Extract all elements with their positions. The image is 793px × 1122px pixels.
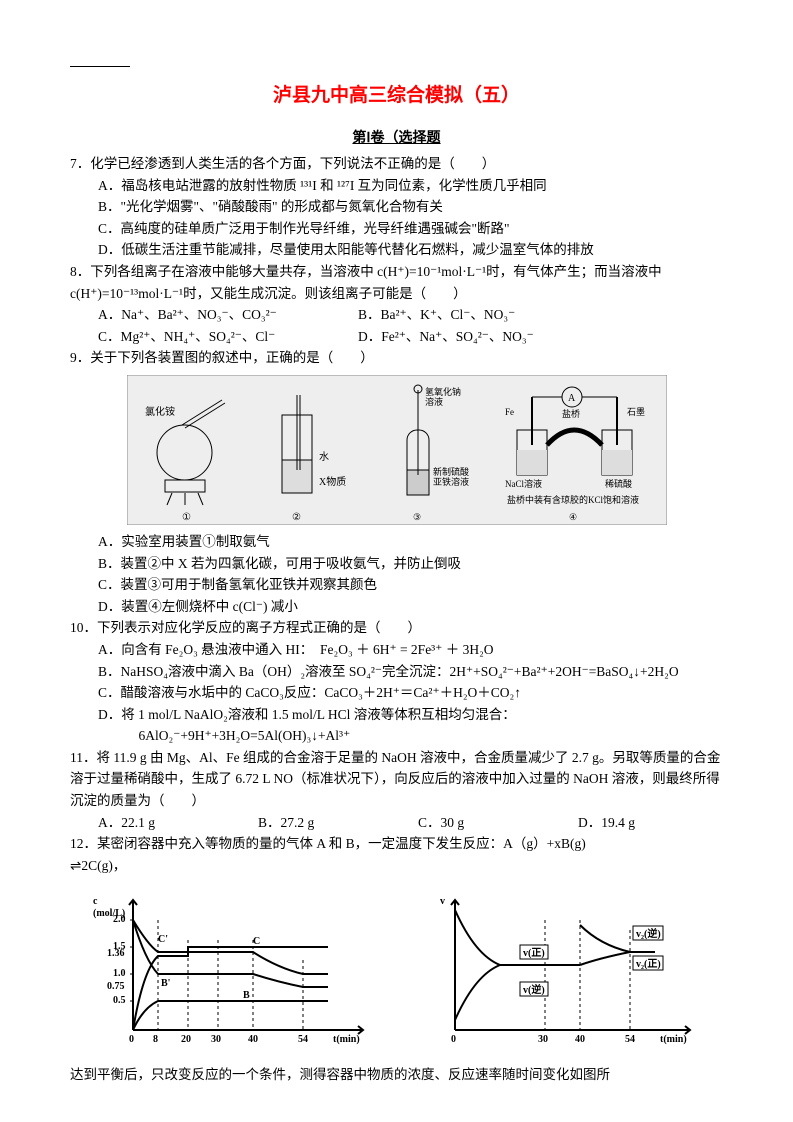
svg-text:54: 54: [298, 1034, 308, 1045]
question-12: 12．某密闭容器中充入等物质的量的气体 A 和 B，一定温度下发生反应：A（g）…: [70, 833, 723, 1086]
question-9: 9．关于下列各装置图的叙述中，正确的是（ ） 氯化铵 ①: [70, 347, 723, 617]
svg-text:0.5: 0.5: [113, 995, 126, 1006]
q9-opt-b: B．装置②中 X 若为四氯化碳，可用于吸收氨气，并防止倒吸: [70, 553, 723, 575]
q8-opt-a: A．Na⁺、Ba²⁺、NO₃⁻、CO₃²⁻: [98, 304, 318, 326]
svg-text:0: 0: [129, 1034, 134, 1045]
q10-opt-b: B．NaHSO₄溶液中滴入 Ba（OH）₂溶液至 SO₄²⁻完全沉淀：2H⁺+S…: [70, 661, 723, 683]
fig-label-4b: Fe: [505, 407, 514, 417]
svg-text:v(正): v(正): [523, 947, 545, 959]
fig-num-2: ②: [292, 512, 301, 523]
fig-label-4d: NaCl溶液: [505, 478, 542, 489]
svg-text:B: B: [243, 990, 250, 1001]
svg-text:C': C': [158, 934, 168, 945]
question-11: 11．将 11.9 g 由 Mg、Al、Fe 组成的合金溶于足量的 NaOH 溶…: [70, 747, 723, 833]
fig-label-4c: 石墨: [627, 407, 645, 417]
svg-text:c: c: [93, 896, 98, 907]
svg-text:v₂(正): v₂(正): [636, 958, 661, 970]
q7-opt-a: A．福岛核电站泄露的放射性物质 ¹³¹I 和 ¹²⁷I 互为同位素，化学性质几乎…: [70, 175, 723, 197]
fig-label-3b2: 亚铁溶液: [433, 476, 469, 487]
q9-stem: 9．关于下列各装置图的叙述中，正确的是（ ）: [70, 347, 723, 369]
fig-label-2a: 水: [319, 451, 329, 463]
svg-text:v: v: [440, 896, 445, 907]
svg-text:B': B': [161, 978, 171, 989]
q10-opt-c: C．醋酸溶液与水垢中的 CaCO₃反应：CaCO₃＋2H⁺＝Ca²⁺＋H₂O＋C…: [70, 682, 723, 704]
q7-opt-d: D．低碳生活注重节能减排，尽量使用太阳能等代替化石燃料，减少温室气体的排放: [70, 239, 723, 261]
svg-text:1.0: 1.0: [113, 968, 126, 979]
rate-time-chart: v 0 30 40 54 t(min): [420, 890, 700, 1050]
q10-opt-d2: 6AlO₂⁻+9H⁺+3H₂O=5Al(OH)₃↓+Al³⁺: [70, 725, 723, 747]
question-7: 7．化学已经渗透到人类生活的各个方面，下列说法不正确的是（ ） A．福岛核电站泄…: [70, 153, 723, 261]
svg-text:54: 54: [625, 1034, 635, 1045]
svg-text:40: 40: [248, 1034, 258, 1045]
svg-text:v(逆): v(逆): [523, 983, 545, 996]
svg-text:30: 30: [211, 1034, 221, 1045]
q9-opt-c: C．装置③可用于制备氢氧化亚铁并观察其颜色: [70, 574, 723, 596]
svg-text:t(min): t(min): [333, 1034, 360, 1045]
svg-text:1.36: 1.36: [107, 948, 125, 959]
q12-stem-a: 12．某密闭容器中充入等物质的量的气体 A 和 B，一定温度下发生反应：A（g）…: [70, 833, 723, 855]
fig-label-1: 氯化铵: [145, 405, 175, 418]
q11-stem: 11．将 11.9 g 由 Mg、Al、Fe 组成的合金溶于足量的 NaOH 溶…: [70, 747, 723, 812]
svg-text:0: 0: [451, 1034, 456, 1045]
q10-opt-a: A．向含有 Fe₂O₃ 悬浊液中通入 HI： Fe₂O₃ ＋ 6H⁺ = 2Fe…: [70, 639, 723, 661]
fig-label-4f: 盐桥中装有含琼胶的KCl饱和溶液: [507, 494, 639, 505]
q7-opt-c: C．高纯度的硅单质广泛用于制作光导纤维，光导纤维遇强碱会"断路": [70, 218, 723, 240]
fig-label-3b: 新制硫酸: [433, 466, 469, 477]
q9-opt-a: A．实验室用装置①制取氨气: [70, 531, 723, 553]
svg-text:40: 40: [575, 1034, 585, 1045]
header-rule: [70, 66, 130, 67]
q8-opt-c: C．Mg²⁺、NH₄⁺、SO₄²⁻、Cl⁻: [98, 326, 318, 348]
svg-text:A: A: [568, 393, 576, 404]
fig-label-3a2: 溶液: [425, 396, 443, 407]
equilibrium-arrow-icon: ⇌: [70, 858, 81, 873]
fig-num-3: ③: [413, 512, 421, 522]
svg-text:0.75: 0.75: [107, 981, 125, 992]
q10-opt-d: D．将 1 mol/L NaAlO₂溶液和 1.5 mol/L HCl 溶液等体…: [70, 704, 723, 726]
q12-stem-b: ⇌2C(g)，: [70, 855, 723, 877]
svg-text:8: 8: [153, 1034, 158, 1045]
q8-stem: 8．下列各组离子在溶液中能够大量共存，当溶液中 c(H⁺)=10⁻¹mol·L⁻…: [70, 261, 723, 304]
fig-label-3a: 氢氧化钠: [425, 386, 461, 397]
fig-label-4e: 稀硫酸: [605, 478, 632, 489]
question-10: 10．下列表示对应化学反应的离子方程式正确的是（ ） A．向含有 Fe₂O₃ 悬…: [70, 617, 723, 747]
q7-opt-b: B．"光化学烟雾"、"硝酸酸雨" 的形成都与氮氧化合物有关: [70, 196, 723, 218]
concentration-time-chart: c (mol/L) 2.0 1.5 1.36 1.0 0.75 0.5 0 8 …: [93, 890, 373, 1050]
q11-opt-b: B．27.2 g: [258, 812, 408, 834]
q8-opt-d: D．Fe²⁺、Na⁺、SO₄²⁻、NO₃⁻: [358, 326, 578, 348]
apparatus-diagram: 氯化铵 ① 水 X物质 ②: [127, 375, 667, 525]
fig-label-2b: X物质: [319, 475, 346, 488]
q9-opt-d: D．装置④左侧烧杯中 c(Cl⁻) 减小: [70, 596, 723, 618]
fig-label-4a: 盐桥: [562, 408, 580, 419]
q10-stem: 10．下列表示对应化学反应的离子方程式正确的是（ ）: [70, 617, 723, 639]
q11-opt-c: C．30 g: [418, 812, 568, 834]
q7-stem: 7．化学已经渗透到人类生活的各个方面，下列说法不正确的是（ ）: [70, 153, 723, 175]
q8-opt-b: B．Ba²⁺、K⁺、Cl⁻、NO₃⁻: [358, 304, 578, 326]
svg-text:t(min): t(min): [660, 1034, 687, 1045]
q12-tail: 达到平衡后，只改变反应的一个条件，测得容器中物质的浓度、反应速率随时间变化如图所: [70, 1064, 723, 1086]
svg-text:20: 20: [181, 1034, 191, 1045]
q11-opt-d: D．19.4 g: [578, 812, 698, 834]
svg-text:30: 30: [538, 1034, 548, 1045]
page-title: 泸县九中高三综合模拟（五）: [70, 80, 723, 107]
q11-opt-a: A．22.1 g: [98, 812, 248, 834]
svg-text:C: C: [253, 936, 260, 947]
question-8: 8．下列各组离子在溶液中能够大量共存，当溶液中 c(H⁺)=10⁻¹mol·L⁻…: [70, 261, 723, 347]
fig-num-1: ①: [182, 512, 191, 523]
section-heading: 第Ⅰ卷（选择题: [70, 127, 723, 147]
svg-text:v₂(逆): v₂(逆): [636, 927, 661, 940]
svg-text:2.0: 2.0: [113, 914, 126, 925]
fig-num-4: ④: [569, 512, 577, 522]
